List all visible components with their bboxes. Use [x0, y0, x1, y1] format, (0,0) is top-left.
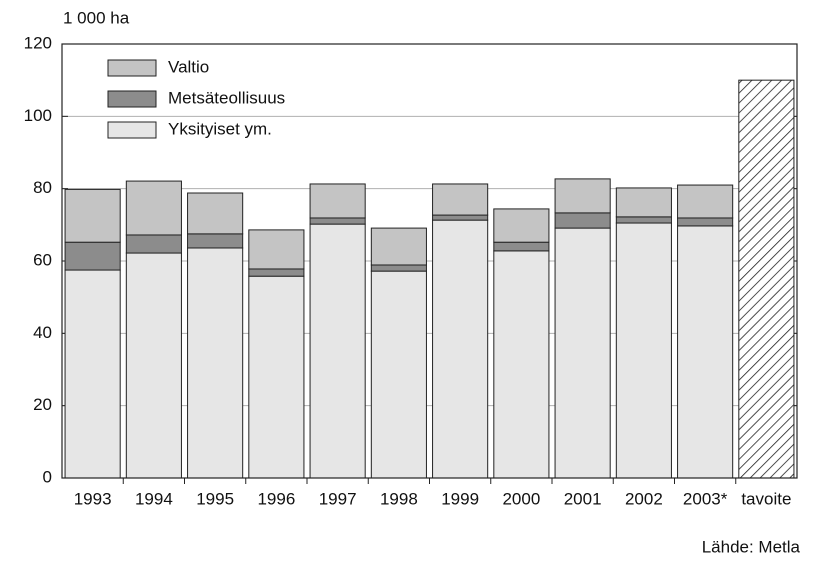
- y-tick-label: 80: [33, 178, 52, 197]
- x-tick-label: 1995: [196, 489, 234, 508]
- bar-segment: [187, 247, 244, 479]
- bar-segment: [248, 275, 305, 479]
- bar-segment: [248, 268, 305, 277]
- y-tick-label: 100: [24, 106, 52, 125]
- bar-segment: [370, 264, 427, 272]
- bar-segment: [125, 180, 182, 236]
- y-tick-label: 20: [33, 395, 52, 414]
- bar-segment: [370, 227, 427, 266]
- bar-segment: [187, 192, 244, 235]
- x-tick-label: 1997: [319, 489, 357, 508]
- bar-segment: [615, 216, 672, 224]
- x-tick-label: 2002: [625, 489, 663, 508]
- bar-segment: [432, 219, 489, 479]
- bar-segment: [677, 217, 734, 227]
- y-tick-label: 60: [33, 250, 52, 269]
- bar-segment: [248, 229, 305, 270]
- bar-segment: [615, 222, 672, 479]
- bar-segment: [493, 241, 550, 252]
- bar-segment: [554, 227, 611, 479]
- bar-segment: [432, 214, 489, 221]
- bar-segment: [432, 183, 489, 216]
- legend-label: Yksityiset ym.: [168, 119, 272, 138]
- x-tick-label: tavoite: [741, 489, 791, 508]
- legend-label: Valtio: [168, 57, 209, 76]
- source: Lähde: Metla: [702, 537, 801, 556]
- x-tick-label: 2001: [564, 489, 602, 508]
- x-tick-label: 1996: [257, 489, 295, 508]
- bar-segment: [615, 187, 672, 218]
- bar-segment: [370, 270, 427, 479]
- x-tick-label: 2000: [502, 489, 540, 508]
- bar-segment: [309, 223, 366, 479]
- bar-segment: [738, 79, 795, 479]
- bar-segment: [309, 183, 366, 219]
- bar-segment: [64, 188, 121, 243]
- y-unit-label: 1 000 ha: [63, 8, 130, 27]
- legend-swatch: [107, 59, 157, 77]
- bar-segment: [309, 217, 366, 225]
- bar-segment: [493, 250, 550, 479]
- bar-segment: [64, 269, 121, 479]
- bar-segment: [554, 178, 611, 214]
- x-tick-label: 1998: [380, 489, 418, 508]
- legend-swatch: [107, 121, 157, 139]
- bar-segment: [187, 233, 244, 249]
- y-tick-label: 0: [43, 467, 52, 486]
- legend-swatch: [107, 90, 157, 108]
- legend-label: Metsäteollisuus: [168, 88, 285, 107]
- bar-segment: [125, 252, 182, 479]
- y-tick-label: 40: [33, 323, 52, 342]
- bar-segment: [64, 241, 121, 271]
- plot-frame: [61, 43, 798, 479]
- x-tick-label: 1999: [441, 489, 479, 508]
- bar-segment: [677, 184, 734, 219]
- bar-segment: [554, 212, 611, 229]
- bar-segment: [125, 234, 182, 254]
- x-tick-label: 2003*: [683, 489, 728, 508]
- bar-segment: [493, 208, 550, 243]
- x-tick-label: 1993: [74, 489, 112, 508]
- y-tick-label: 120: [24, 33, 52, 52]
- bar-segment: [677, 225, 734, 479]
- x-tick-label: 1994: [135, 489, 173, 508]
